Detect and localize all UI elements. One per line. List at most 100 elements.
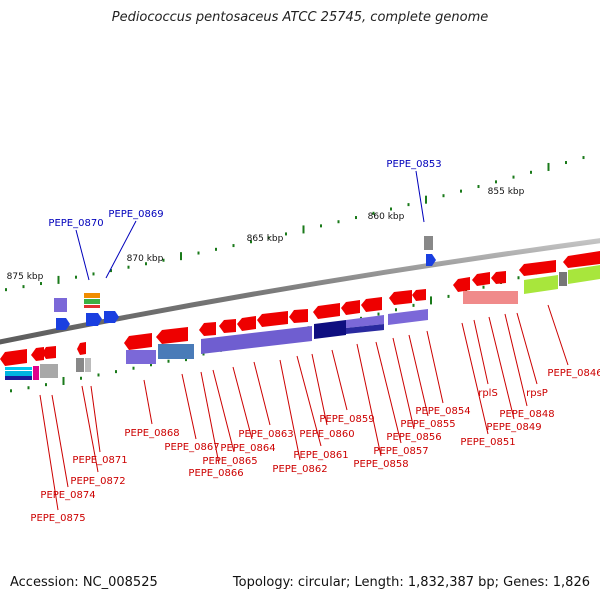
scale-ticks: [5, 156, 585, 292]
feature-box: [40, 364, 58, 378]
gene-label[interactable]: PEPE_0866: [188, 468, 243, 479]
tick-mark: [80, 376, 82, 380]
tick-mark: [425, 195, 427, 204]
gene-label[interactable]: PEPE_0846: [547, 368, 600, 379]
gene-arrow: [156, 327, 188, 344]
feature-box: [568, 265, 600, 284]
leader-line: [488, 316, 515, 420]
scale-label: 875 kbp: [7, 272, 44, 282]
tick-mark: [180, 252, 182, 261]
gene-arrow: [42, 346, 56, 359]
gene-label[interactable]: PEPE_0863: [238, 429, 293, 440]
leader-line: [426, 330, 444, 404]
tick-mark: [302, 225, 305, 234]
gene-label[interactable]: PEPE_0849: [486, 422, 541, 433]
gene-label[interactable]: PEPE_0855: [400, 419, 455, 430]
tick-mark: [395, 308, 397, 312]
gene-arrow: [453, 277, 470, 292]
feature-box: [126, 350, 156, 364]
tick-mark: [22, 285, 25, 289]
feature-box: [84, 299, 100, 304]
gene-label[interactable]: PEPE_0868: [124, 428, 179, 439]
leader-line: [375, 341, 402, 444]
tick-mark: [547, 162, 550, 171]
feature-box: [84, 305, 100, 308]
tick-mark: [10, 389, 12, 393]
gene-label[interactable]: PEPE_0862: [272, 464, 327, 475]
tick-mark: [430, 296, 432, 305]
tick-mark: [355, 216, 357, 220]
leader-line: [143, 379, 153, 425]
minus-strand-genes: [0, 251, 600, 366]
gene-label[interactable]: PEPE_0854: [415, 406, 470, 417]
tick-mark: [167, 359, 170, 363]
gene-label[interactable]: PEPE_0848: [499, 409, 554, 420]
leader-line: [473, 319, 489, 385]
gene-arrow: [199, 322, 216, 336]
gene-label[interactable]: PEPE_0867: [164, 442, 219, 453]
leader-line: [331, 349, 348, 411]
gene-arrow: [341, 300, 360, 315]
gene-label[interactable]: rplS: [478, 388, 498, 399]
genome-summary: Topology: circular; Length: 1,832,387 bp…: [232, 575, 590, 590]
gene-label[interactable]: PEPE_0864: [220, 443, 275, 454]
tick-mark: [250, 240, 252, 244]
feature-box: [388, 309, 428, 325]
leader-line: [75, 229, 90, 281]
gene-label[interactable]: PEPE_0860: [299, 429, 354, 440]
tick-mark: [442, 194, 445, 198]
tick-mark: [110, 269, 112, 273]
feature-arrow: [56, 318, 70, 330]
leader-line: [461, 322, 489, 435]
leader-line: [516, 312, 538, 385]
gene-label[interactable]: PEPE_0861: [293, 450, 348, 461]
gene-label[interactable]: PEPE_0856: [386, 432, 441, 443]
tick-mark: [127, 265, 130, 269]
feature-box: [5, 371, 32, 376]
scale-label: 855 kbp: [488, 187, 525, 197]
gene-label[interactable]: PEPE_0851: [460, 437, 515, 448]
accession-label: Accession: NC_008525: [10, 575, 158, 590]
genome-title: Pediococcus pentosaceus ATCC 25745, comp…: [111, 10, 489, 25]
leader-line: [81, 385, 99, 473]
genome-backbone: [0, 238, 600, 345]
tick-mark: [45, 383, 47, 387]
gene-label[interactable]: PEPE_0870: [48, 218, 103, 229]
gene-arrow: [0, 349, 27, 366]
gene-label[interactable]: PEPE_0853: [386, 159, 441, 170]
tick-mark: [5, 288, 7, 292]
gene-label[interactable]: PEPE_0865: [202, 456, 257, 467]
scale-label: 870 kbp: [127, 254, 164, 264]
tick-mark: [285, 232, 287, 236]
gene-label[interactable]: PEPE_0858: [353, 459, 408, 470]
leader-line: [408, 334, 429, 417]
gene-arrow: [257, 311, 288, 327]
gene-label[interactable]: rpsP: [526, 388, 548, 399]
feature-box: [85, 358, 91, 372]
feature-box: [424, 236, 433, 250]
gene-label[interactable]: PEPE_0859: [319, 414, 374, 425]
feature-box: [314, 320, 346, 339]
tick-mark: [97, 373, 100, 377]
gene-label[interactable]: PEPE_0871: [72, 455, 127, 466]
feature-box: [346, 315, 384, 328]
scale-label: 865 kbp: [247, 234, 284, 244]
gene-arrow: [77, 342, 86, 355]
feature-box: [158, 344, 194, 359]
tick-mark: [390, 207, 392, 211]
gene-label[interactable]: PEPE_0874: [40, 490, 95, 501]
feature-arrow: [86, 313, 102, 326]
gene-arrow: [289, 309, 308, 323]
tick-mark: [565, 161, 567, 165]
gene-label[interactable]: PEPE_0872: [70, 476, 125, 487]
tick-mark: [57, 275, 60, 284]
gene-arrow: [313, 303, 340, 319]
tick-mark: [27, 386, 30, 390]
tick-mark: [132, 366, 135, 370]
leader-line: [51, 394, 69, 488]
gene-label[interactable]: PEPE_0857: [373, 446, 428, 457]
leader-line: [296, 355, 322, 447]
gene-label[interactable]: PEPE_0869: [108, 209, 163, 220]
tick-mark: [337, 220, 340, 224]
gene-label[interactable]: PEPE_0875: [30, 513, 85, 524]
